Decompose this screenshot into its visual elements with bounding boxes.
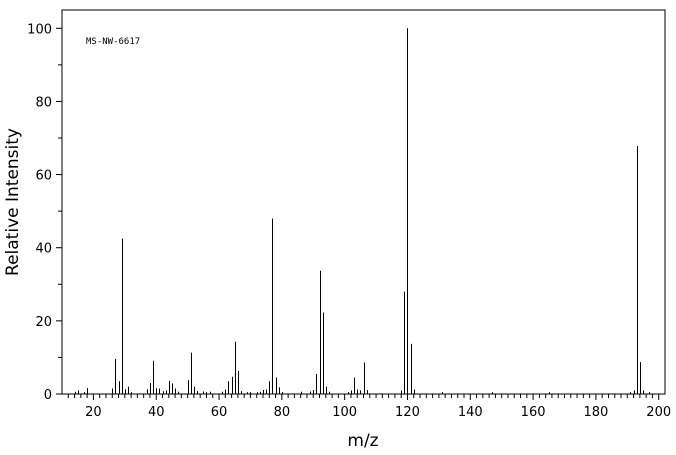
x-tick-label: 80: [274, 405, 291, 420]
x-tick-label: 60: [211, 405, 228, 420]
y-axis-title: Relative Intensity: [3, 128, 23, 276]
y-tick-label: 80: [35, 95, 52, 110]
x-tick-label: 40: [148, 405, 165, 420]
spectrum-annotation: MS-NW-6617: [86, 37, 140, 47]
x-tick-label: 140: [458, 405, 483, 420]
x-tick-label: 200: [646, 405, 671, 420]
plot-frame: [61, 9, 666, 395]
y-tick-label: 20: [35, 315, 52, 330]
x-axis: 20 40 60 80 100 120 140 160 180 200: [67, 394, 671, 420]
x-tick-label: 160: [521, 405, 546, 420]
peak-bars: [75, 28, 650, 394]
x-tick-label: 20: [85, 405, 102, 420]
y-tick-label: 100: [27, 22, 52, 37]
y-tick-label: 60: [35, 169, 52, 184]
x-tick-label: 120: [395, 405, 420, 420]
y-tick-label: 0: [44, 388, 52, 403]
y-axis: 0 20 40 60 80 100: [27, 22, 62, 403]
x-tick-label: 180: [583, 405, 608, 420]
x-axis-title: m/z: [347, 431, 378, 451]
y-tick-label: 40: [35, 242, 52, 257]
x-tick-label: 100: [332, 405, 357, 420]
